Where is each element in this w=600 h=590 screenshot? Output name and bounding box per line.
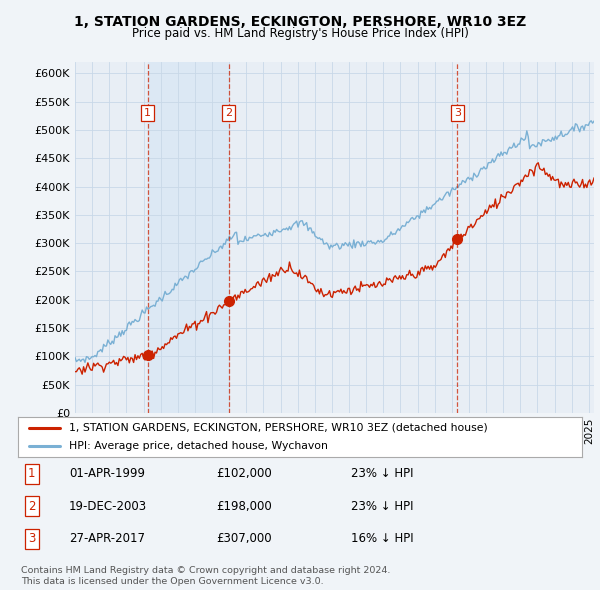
Text: 23% ↓ HPI: 23% ↓ HPI <box>351 500 413 513</box>
Text: This data is licensed under the Open Government Licence v3.0.: This data is licensed under the Open Gov… <box>21 577 323 586</box>
Bar <box>229 62 457 413</box>
Text: 23% ↓ HPI: 23% ↓ HPI <box>351 467 413 480</box>
Text: 1, STATION GARDENS, ECKINGTON, PERSHORE, WR10 3EZ: 1, STATION GARDENS, ECKINGTON, PERSHORE,… <box>74 15 526 29</box>
Text: 2: 2 <box>225 108 232 118</box>
Text: 19-DEC-2003: 19-DEC-2003 <box>69 500 147 513</box>
Text: 01-APR-1999: 01-APR-1999 <box>69 467 145 480</box>
Text: 16% ↓ HPI: 16% ↓ HPI <box>351 532 413 545</box>
Text: 2: 2 <box>28 500 35 513</box>
Text: HPI: Average price, detached house, Wychavon: HPI: Average price, detached house, Wych… <box>69 441 328 451</box>
Text: £102,000: £102,000 <box>216 467 272 480</box>
Text: 3: 3 <box>454 108 461 118</box>
Text: 1: 1 <box>28 467 35 480</box>
Text: £198,000: £198,000 <box>216 500 272 513</box>
Text: £307,000: £307,000 <box>216 532 272 545</box>
Bar <box>148 62 229 413</box>
Text: 1, STATION GARDENS, ECKINGTON, PERSHORE, WR10 3EZ (detached house): 1, STATION GARDENS, ECKINGTON, PERSHORE,… <box>69 423 488 433</box>
Text: Price paid vs. HM Land Registry's House Price Index (HPI): Price paid vs. HM Land Registry's House … <box>131 27 469 40</box>
Text: Contains HM Land Registry data © Crown copyright and database right 2024.: Contains HM Land Registry data © Crown c… <box>21 566 391 575</box>
Text: 1: 1 <box>144 108 151 118</box>
Text: 3: 3 <box>28 532 35 545</box>
Text: 27-APR-2017: 27-APR-2017 <box>69 532 145 545</box>
